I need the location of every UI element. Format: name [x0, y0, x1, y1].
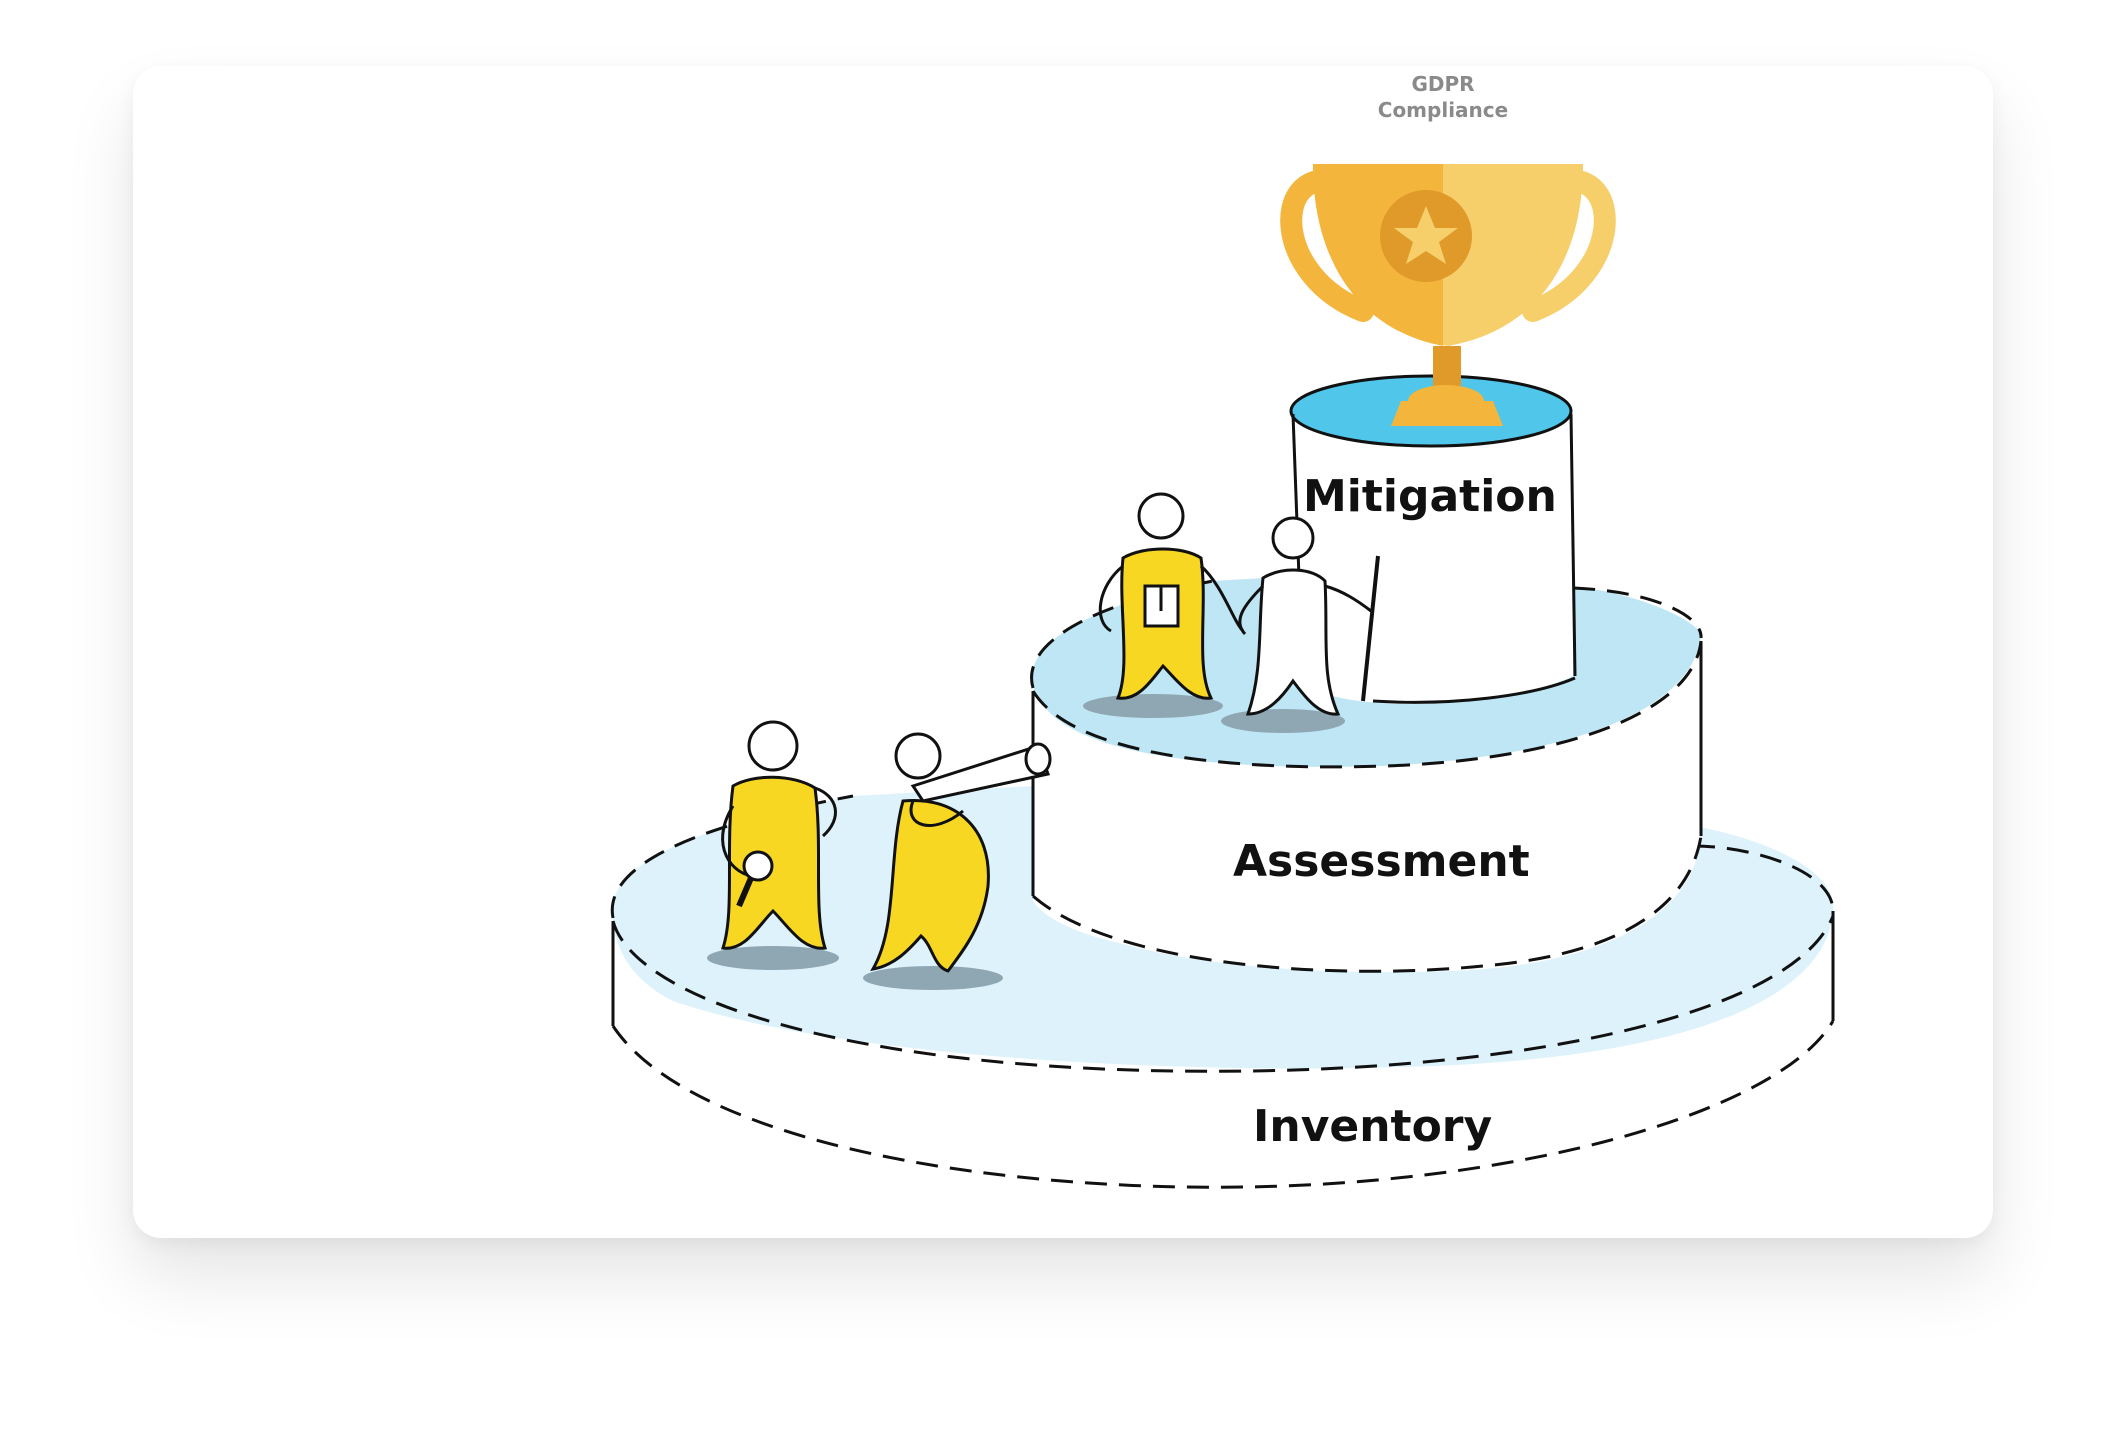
star-icon [1394, 206, 1458, 264]
magnifier-icon [742, 850, 774, 882]
telescope-icon [910, 744, 1050, 803]
tier-assessment-label: Assessment [1233, 836, 1530, 887]
tier-mitigation-label: Mitigation [1303, 471, 1557, 522]
diagram-card: Inventory Assessment Mi [133, 66, 1993, 1238]
staff-icon [1361, 555, 1380, 702]
trophy-label-line1: GDPR [1411, 72, 1474, 96]
tier-mitigation: Mitigation [1289, 374, 1577, 705]
gdpr-staircase-diagram: Inventory Assessment Mi [610, 72, 1835, 1191]
stick-figure-icon [1083, 492, 1245, 718]
stick-figure-icon [1221, 516, 1380, 733]
stick-figure-icon [863, 732, 1052, 990]
tier-inventory-label: Inventory [1253, 1101, 1492, 1152]
stick-figure-icon [707, 720, 839, 970]
tier-mitigation-side [1293, 411, 1573, 705]
trophy-icon: GDPR Compliance [1280, 72, 1616, 426]
trophy-label-line2: Compliance [1378, 98, 1508, 122]
